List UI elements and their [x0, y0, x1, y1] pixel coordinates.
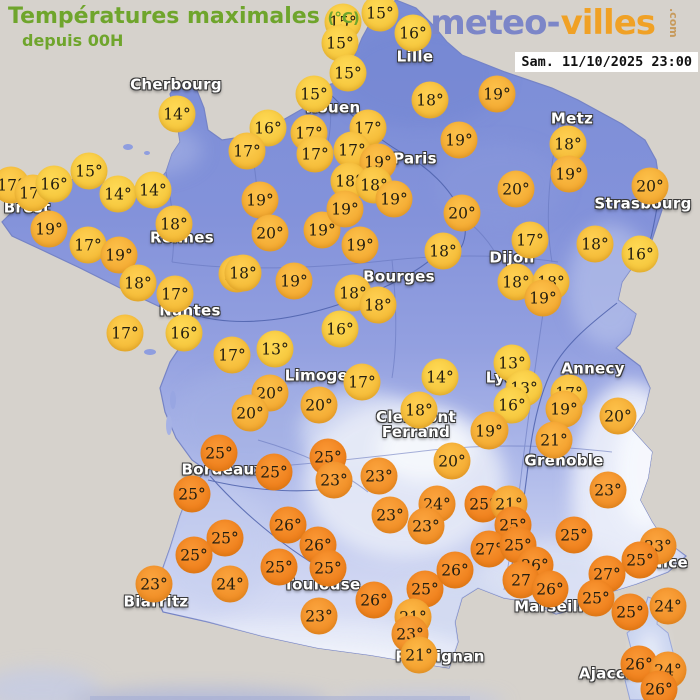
temp-bubble: 17° — [296, 135, 334, 173]
temp-bubble: 23° — [589, 471, 627, 509]
temp-bubble: 18° — [224, 254, 262, 292]
temp-bubble: 17° — [213, 336, 251, 374]
temp-bubble: 19° — [241, 181, 279, 219]
temp-bubble: 16° — [165, 314, 203, 352]
temp-bubble: 19° — [341, 226, 379, 264]
temp-bubble: 26° — [531, 570, 569, 608]
temp-bubble: 25° — [260, 548, 298, 586]
temp-bubble: 20° — [631, 167, 669, 205]
temp-bubble: 18° — [119, 264, 157, 302]
title-unit: (°C) — [327, 9, 360, 27]
meteo-villes-logo[interactable]: meteo-villes .com — [430, 6, 690, 40]
city-label-lille: Lille — [396, 47, 434, 66]
temp-bubble: 18° — [411, 81, 449, 119]
temp-bubble: 19° — [275, 262, 313, 300]
temp-bubble: 19° — [440, 121, 478, 159]
temp-bubble: 25° — [555, 516, 593, 554]
temp-bubble: 16° — [321, 310, 359, 348]
temp-bubble: 25° — [255, 453, 293, 491]
temp-bubble: 14° — [99, 175, 137, 213]
coastal-islands — [123, 144, 176, 435]
title-block: Températures maximales (°C) depuis 00H — [8, 4, 360, 50]
temp-bubble: 21° — [535, 421, 573, 459]
city-label-bourges: Bourges — [363, 267, 435, 286]
datetime-badge: Sam. 11/10/2025 23:00 — [515, 52, 698, 72]
temp-bubble: 20° — [251, 214, 289, 252]
temp-bubble: 20° — [231, 394, 269, 432]
logo-part1: meteo- — [430, 3, 560, 43]
temp-bubble: 16° — [621, 235, 659, 273]
temp-bubble: 18° — [400, 391, 438, 429]
temp-bubble: 18° — [576, 225, 614, 263]
temp-bubble: 24° — [649, 587, 687, 625]
temp-bubble: 14° — [158, 95, 196, 133]
page-subtitle: depuis 00H — [22, 31, 124, 50]
city-label-limoges: Limoges — [284, 366, 358, 385]
temp-bubble: 25° — [309, 549, 347, 587]
temp-bubble: 19° — [375, 180, 413, 218]
temp-bubble: 15° — [329, 54, 367, 92]
city-label-metz: Metz — [550, 109, 594, 128]
temp-bubble: 19° — [524, 279, 562, 317]
temp-bubble: 26° — [355, 581, 393, 619]
page-title: Températures maximales (°C) — [8, 4, 360, 29]
temp-bubble: 19° — [30, 210, 68, 248]
temp-bubble: 23° — [315, 461, 353, 499]
city-label-grenoble: Grenoble — [524, 451, 604, 470]
temp-bubble: 24° — [211, 565, 249, 603]
temp-bubble: 25° — [175, 536, 213, 574]
temp-bubble: 19° — [470, 412, 508, 450]
temp-bubble: 25° — [200, 434, 238, 472]
temp-bubble: 19° — [550, 155, 588, 193]
temp-bubble: 20° — [300, 386, 338, 424]
temp-bubble: 18° — [359, 286, 397, 324]
temp-bubble: 26° — [640, 670, 678, 700]
temp-bubble: 25° — [206, 519, 244, 557]
city-label-strasbourg: Strasbourg — [594, 196, 691, 212]
temp-bubble: 23° — [360, 457, 398, 495]
temp-bubble: 25° — [577, 579, 615, 617]
temp-bubble: 20° — [433, 442, 471, 480]
temp-bubble: 23° — [371, 496, 409, 534]
spain-relief — [0, 668, 502, 700]
temp-bubble: 20° — [443, 194, 481, 232]
temp-bubble: 23° — [300, 597, 338, 635]
temp-bubble: 17° — [343, 363, 381, 401]
title-text: Températures maximales — [8, 4, 320, 29]
temp-bubble: 23° — [407, 507, 445, 545]
logo-suffix: .com — [667, 8, 680, 38]
temp-bubble: 17° — [69, 226, 107, 264]
temp-bubble: 20° — [497, 170, 535, 208]
temp-bubble: 20° — [599, 397, 637, 435]
temp-bubble: 19° — [545, 390, 583, 428]
temp-bubble: 25° — [611, 593, 649, 631]
temp-bubble: 17° — [156, 275, 194, 313]
temp-bubble: 15° — [361, 0, 399, 32]
logo-part2: villes — [560, 3, 656, 43]
temp-bubble: 17° — [511, 221, 549, 259]
temp-bubble: 15° — [295, 75, 333, 113]
temp-bubble: 17° — [228, 132, 266, 170]
city-label-cherbourg: Cherbourg — [130, 75, 222, 94]
temp-bubble: 26° — [436, 551, 474, 589]
temp-bubble: 23° — [135, 565, 173, 603]
city-label-annecy: Annecy — [561, 359, 625, 378]
temp-bubble: 25° — [173, 475, 211, 513]
temp-bubble: 19° — [478, 75, 516, 113]
temp-bubble: 18° — [424, 232, 462, 270]
temp-bubble: 18° — [155, 205, 193, 243]
temp-bubble: 17° — [106, 314, 144, 352]
city-label-paris: Paris — [393, 149, 437, 168]
temp-bubble: 16° — [35, 165, 73, 203]
temp-bubble: 19° — [326, 190, 364, 228]
temp-bubble: 14° — [134, 171, 172, 209]
temp-bubble: 14° — [421, 358, 459, 396]
temp-bubble: 16° — [394, 14, 432, 52]
temp-bubble: 25° — [621, 541, 659, 579]
temp-bubble: 21° — [400, 636, 438, 674]
temp-bubble: 13° — [256, 330, 294, 368]
